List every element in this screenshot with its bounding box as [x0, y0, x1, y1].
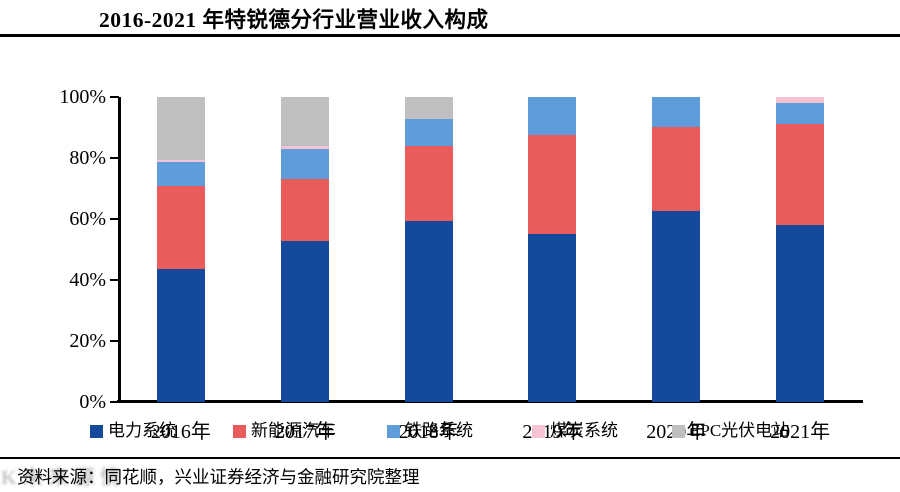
stacked-bar-2016年 — [156, 97, 205, 402]
watermark-text: K未来源情 — [1, 467, 127, 489]
stacked-bar-2020年 — [652, 97, 701, 402]
y-axis-tick-label: 0% — [79, 391, 106, 413]
legend-item-label: 煤炭系统 — [550, 421, 618, 440]
x-axis-category-label: 2017年 — [274, 421, 335, 443]
bar-segment — [652, 211, 701, 402]
bar-segment — [404, 146, 453, 222]
legend-color-swatch-icon — [387, 424, 400, 438]
bar-segment — [156, 186, 205, 270]
bar-segment — [776, 123, 825, 226]
stacked-bar-2021年 — [776, 97, 825, 402]
x-axis-category-label: 2016年 — [150, 421, 211, 443]
x-axis-category-label: 2021年 — [770, 421, 831, 443]
y-axis-tick-mark — [110, 279, 119, 281]
y-axis-tick-label: 80% — [69, 147, 106, 169]
legend-item: 电力系统 — [90, 419, 176, 443]
legend-color-swatch-icon — [672, 424, 685, 438]
bar-segment — [156, 159, 205, 163]
bar-segment — [404, 221, 453, 402]
bar-segment — [404, 97, 453, 119]
legend-item-label: 新能源汽车 — [251, 421, 336, 440]
legend-item: 新能源汽车 — [233, 419, 336, 443]
y-axis-tick-mark — [110, 401, 119, 403]
bar-segment — [280, 146, 329, 150]
bar-segment — [156, 97, 205, 160]
bar-segment — [776, 225, 825, 402]
stacked-bar-2017年 — [280, 97, 329, 402]
y-axis-tick-mark — [110, 96, 119, 98]
title-divider-line — [0, 34, 900, 37]
x-axis-line — [117, 400, 863, 403]
bar-segment — [528, 234, 577, 402]
legend-color-swatch-icon — [532, 424, 545, 438]
legend-item: EPC光伏电站 — [672, 419, 789, 443]
y-axis-tick-label: 60% — [69, 208, 106, 230]
bar-segment — [156, 269, 205, 402]
y-axis-tick-label: 20% — [69, 330, 106, 352]
bar-segment — [280, 149, 329, 180]
y-axis-tick-mark — [110, 218, 119, 220]
plot-area: 100% 80% 60% 40% 20% 0% 2016年 2017年 2018年 2019年 2… — [0, 40, 900, 443]
bar-segment — [528, 97, 577, 135]
y-axis-line — [118, 97, 121, 403]
legend-item: 铁路系统 — [387, 419, 473, 443]
legend-item-label: 电力系统 — [108, 421, 176, 440]
stacked-bar-2018年 — [404, 97, 453, 402]
legend-color-swatch-icon — [90, 424, 103, 438]
bar-segment — [404, 118, 453, 147]
chart-title: 2016-2021 年特锐德分行业营业收入构成 — [99, 8, 489, 32]
bar-segment — [652, 126, 701, 212]
legend-item: 煤炭系统 — [532, 419, 618, 443]
stacked-bar-2019年 — [528, 97, 577, 402]
bar-segment — [776, 97, 825, 103]
y-axis-tick-mark — [110, 157, 119, 159]
bar-segment — [652, 97, 701, 127]
y-axis-tick-label: 100% — [59, 86, 106, 108]
source-note: 资料来源：同花顺，兴业证券经济与金融研究院整理 — [17, 467, 420, 487]
bar-segment — [280, 97, 329, 147]
legend-item-label: 铁路系统 — [405, 421, 473, 440]
bar-segment — [156, 162, 205, 187]
footer-divider-line — [0, 457, 900, 459]
y-axis-tick-label: 40% — [69, 269, 106, 291]
bar-segment — [528, 134, 577, 235]
x-axis-category-label: 2018年 — [398, 421, 459, 443]
legend-color-swatch-icon — [233, 424, 246, 438]
legend-item-label: EPC光伏电站 — [690, 421, 790, 440]
legend: 电力系统 新能源汽车 铁路系统 煤炭系统 EPC光伏电站 — [0, 419, 900, 443]
bar-segment — [280, 179, 329, 241]
bar-segment — [280, 240, 329, 402]
y-axis-tick-mark — [110, 340, 119, 342]
bar-segment — [776, 102, 825, 124]
